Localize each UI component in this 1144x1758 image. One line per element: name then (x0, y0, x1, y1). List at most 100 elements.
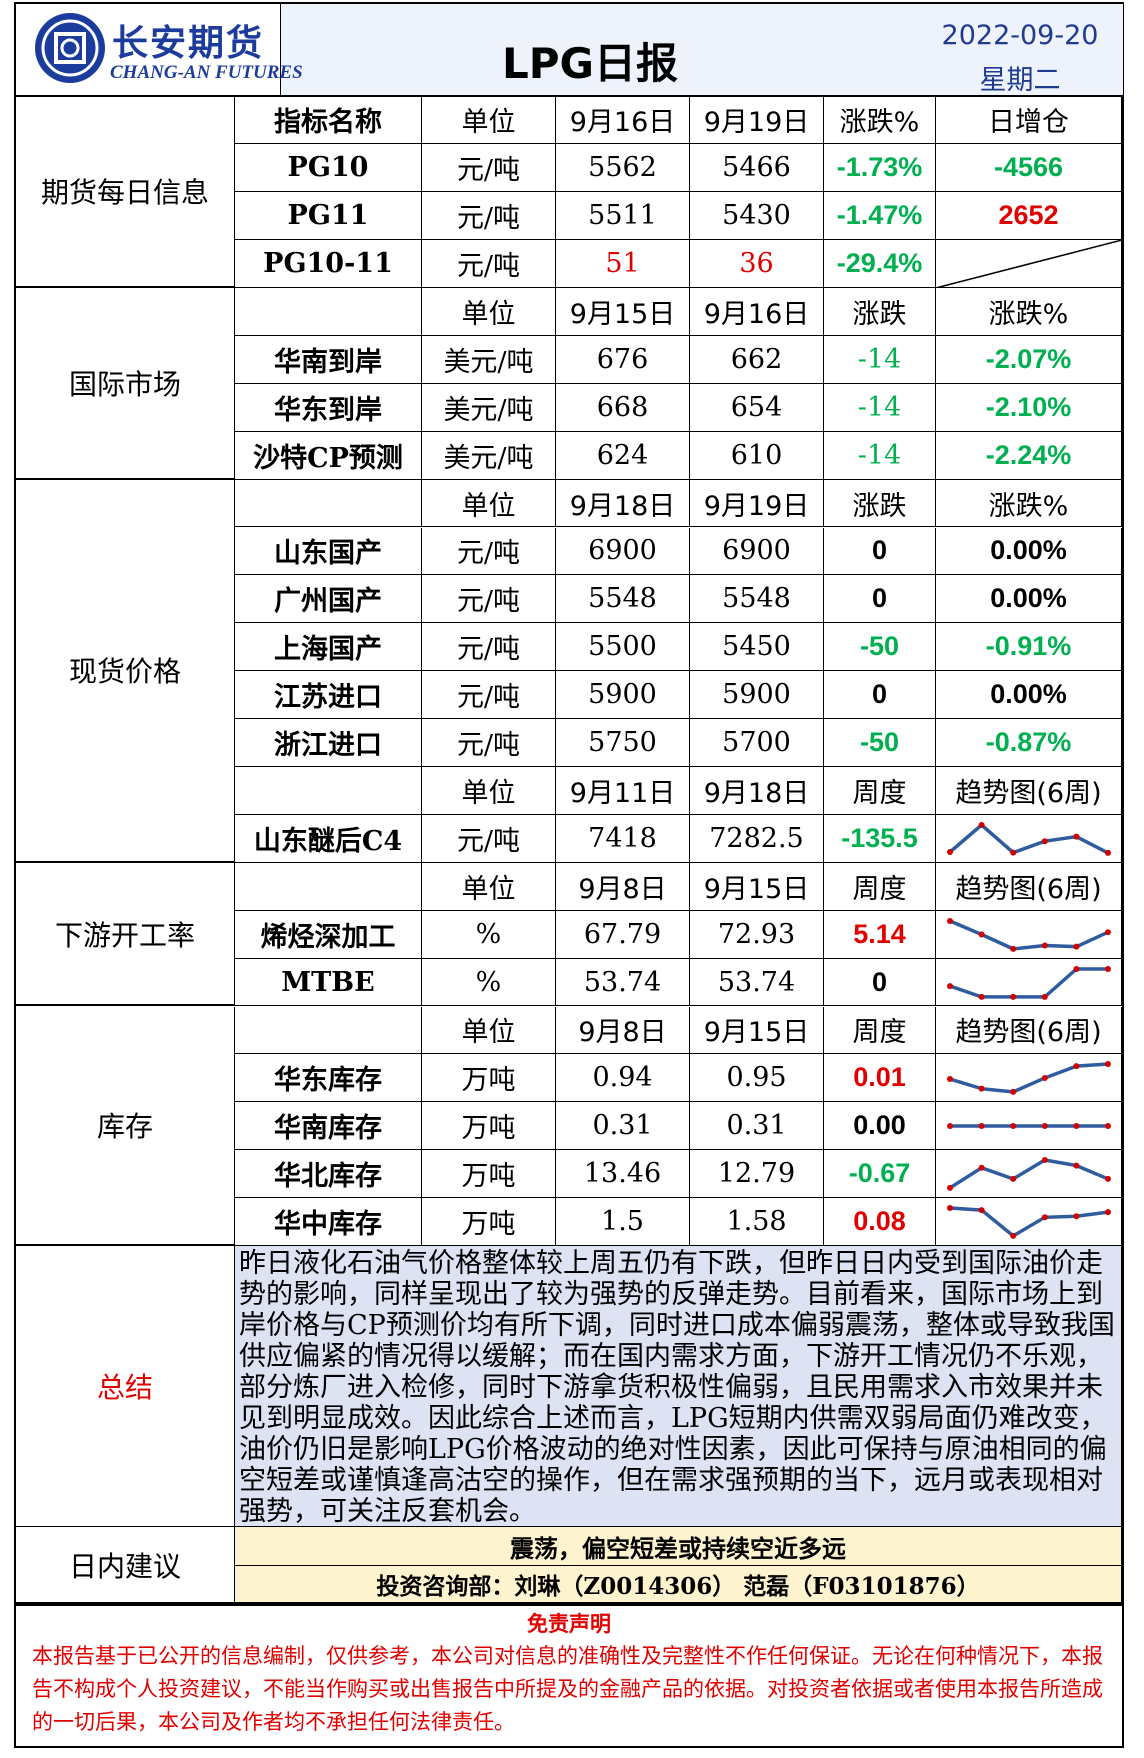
value-cell: 53.74 (690, 958, 824, 1007)
row-name: 山东醚后C4 (235, 814, 422, 863)
value-cell: 610 (690, 431, 824, 480)
logo-en: CHANG-AN FUTURES (110, 62, 303, 83)
trend-line (949, 919, 1109, 951)
value-cell: 元/吨 (422, 719, 556, 767)
row-name: 华东到岸 (235, 383, 422, 432)
row-name: 江苏进口 (235, 671, 422, 720)
column-header: 9月19日 (690, 96, 824, 145)
column-header: 趋势图(6周) (936, 767, 1122, 815)
trend-point (1041, 1075, 1048, 1082)
row-name: PG10-11 (235, 240, 422, 288)
header-panel (280, 4, 1123, 96)
column-header: 9月18日 (556, 479, 690, 528)
row-name: 山东国产 (235, 527, 422, 576)
row-name: 华北库存 (235, 1150, 422, 1199)
column-header: 单位 (422, 479, 556, 528)
value-cell: 0.00% (936, 527, 1122, 576)
value-cell: 1.5 (556, 1198, 690, 1246)
sparkline (947, 1061, 1111, 1096)
value-cell: 7418 (556, 814, 690, 863)
value-cell: 0.95 (690, 1054, 824, 1103)
disclaimer-title: 免责声明 (527, 1611, 611, 1636)
trend-point (947, 1123, 953, 1130)
value-cell: 0.31 (690, 1102, 824, 1151)
trend-cell (936, 910, 1122, 959)
column-header: 涨跌% (936, 479, 1122, 528)
value-cell: -1.47% (824, 192, 936, 241)
column-header: 单位 (422, 96, 556, 145)
row-name: 浙江进口 (235, 719, 422, 767)
value-cell: 元/吨 (422, 814, 556, 863)
disclaimer-text: 本报告基于已公开的信息编制，仅供参考，本公司对信息的准确性及完整性不作任何保证。… (32, 1644, 1103, 1734)
value-cell: 5562 (556, 144, 690, 193)
value-cell: 5.14 (824, 910, 936, 959)
value-cell: 1.58 (690, 1198, 824, 1246)
column-header: 9月11日 (556, 767, 690, 815)
value-cell: 5700 (690, 719, 824, 767)
trend-point (1041, 1157, 1048, 1164)
trend-point (1073, 833, 1080, 840)
value-cell: 2652 (936, 192, 1122, 241)
value-cell: -2.10% (936, 383, 1122, 432)
column-header: 9月8日 (556, 1006, 690, 1055)
value-cell: 0.00% (936, 671, 1122, 720)
value-cell: 0 (824, 671, 936, 720)
row-name: PG10 (235, 144, 422, 193)
value-cell: -0.91% (936, 623, 1122, 672)
trend-point (978, 1207, 985, 1214)
value-cell: 5900 (690, 671, 824, 720)
disclaimer-rule (14, 1603, 1124, 1606)
section-label: 下游开工率 (16, 862, 235, 1007)
sparkline (947, 1157, 1111, 1192)
trend-line (949, 1062, 1109, 1095)
column-header: 单位 (422, 767, 556, 815)
value-cell: 51 (556, 240, 690, 288)
trend-point (947, 982, 953, 989)
advice-text: 震荡，偏空短差或持续空近多远 (235, 1527, 1122, 1566)
value-cell: -14 (824, 335, 936, 384)
value-cell: 元/吨 (422, 144, 556, 193)
trend-point (978, 1086, 985, 1093)
trend-point (947, 1205, 953, 1212)
sparkline (947, 1123, 1111, 1130)
column-header: 趋势图(6周) (936, 1006, 1122, 1055)
row-name: 华南到岸 (235, 335, 422, 384)
trend-point (978, 1123, 985, 1130)
column-header: 9月19日 (690, 479, 824, 528)
value-cell: 36 (690, 240, 824, 288)
value-cell: 元/吨 (422, 623, 556, 672)
trend-line (948, 822, 1109, 855)
value-cell: 万吨 (422, 1102, 556, 1151)
row-name: 华东库存 (235, 1054, 422, 1103)
empty-cell (235, 862, 422, 911)
trend-point (1010, 1123, 1017, 1130)
empty-cell (235, 479, 422, 528)
advice-contact: 投资咨询部：刘琳（Z0014306） 范磊（F03101876） (235, 1566, 1122, 1603)
column-header: 周度 (824, 1006, 936, 1055)
trend-point (1010, 993, 1017, 1000)
summary-label: 总结 (16, 1246, 235, 1527)
value-cell: -0.67 (824, 1150, 936, 1199)
trend-point (1073, 1063, 1080, 1070)
value-cell: 万吨 (422, 1054, 556, 1103)
section-label: 库存 (16, 1006, 235, 1246)
value-cell: 53.74 (556, 958, 690, 1007)
sparkline (947, 821, 1111, 856)
value-cell: -1.73% (824, 144, 936, 193)
trend-point (978, 993, 985, 1000)
value-cell: 5548 (556, 575, 690, 624)
value-cell: 美元/吨 (422, 431, 556, 480)
value-cell: 668 (556, 383, 690, 432)
header-rule (14, 95, 1124, 97)
empty-cell (936, 240, 1122, 288)
value-cell: 元/吨 (422, 671, 556, 720)
value-cell: -2.24% (936, 431, 1122, 480)
value-cell: 676 (556, 335, 690, 384)
trend-point (1010, 1232, 1017, 1239)
empty-cell (235, 1006, 422, 1055)
column-header: 9月18日 (690, 767, 824, 815)
section-label: 国际市场 (16, 288, 235, 480)
trend-point (1010, 849, 1017, 856)
trend-point (1010, 1176, 1017, 1183)
